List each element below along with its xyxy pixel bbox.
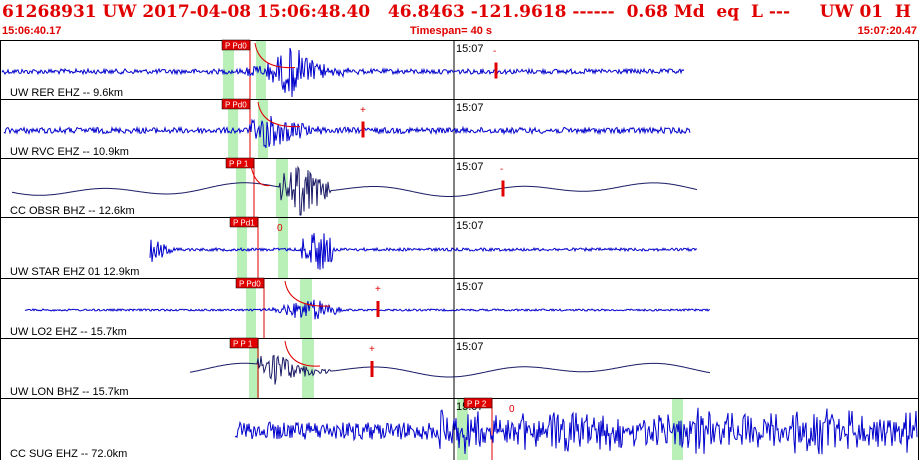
minute-label: 15:07 xyxy=(456,102,484,114)
coda-curve xyxy=(284,340,321,367)
waveform xyxy=(11,165,698,216)
marker-symbol: 0 xyxy=(509,404,515,415)
pick-label-box xyxy=(225,157,255,169)
time-window-1 xyxy=(236,158,246,217)
minute-label: 15:07 xyxy=(456,281,484,293)
time-window-2 xyxy=(300,278,312,338)
trace-panel-5: 15:07 P Pd0 + UW LO2 EHZ -- 15.7km xyxy=(0,277,919,339)
coda-curve xyxy=(249,160,271,187)
pick-label: P Pd0 xyxy=(225,42,247,51)
time-window-2 xyxy=(302,338,314,398)
pick-label: P Pd0 xyxy=(239,280,261,289)
time-window-2 xyxy=(276,158,288,217)
marker-symbol: + xyxy=(360,105,366,116)
coda-curve xyxy=(257,101,301,128)
waveform xyxy=(189,354,711,385)
coda-curve xyxy=(284,280,331,307)
station-label: CC SUG EHZ -- 72.0km xyxy=(10,448,127,460)
waveform xyxy=(3,115,691,149)
trace-panel-4: 15:07 P Pd1 0 UW STAR EHZ 01 12.9km xyxy=(0,216,919,279)
trace-panel-3: 15:07 P P 1 - CC OBSR BHZ -- 12.6km xyxy=(0,157,919,218)
time-window-1 xyxy=(237,217,247,278)
pick-label-box xyxy=(463,397,493,409)
station-label: UW RVC EHZ -- 10.9km xyxy=(10,146,129,158)
marker-symbol: 0 xyxy=(277,223,283,234)
trace-panel-2: 15:07 P Pd0 + UW RVC EHZ -- 10.9km xyxy=(0,98,919,159)
amplitude-marker xyxy=(501,180,505,197)
marker-symbol: + xyxy=(369,344,375,355)
marker-symbol: - xyxy=(500,164,503,175)
pick-label: P P 2 xyxy=(467,400,487,409)
pick-label: P Pd0 xyxy=(225,101,247,110)
waveform xyxy=(24,299,710,320)
amplitude-marker xyxy=(494,62,498,79)
pick-label-box xyxy=(235,277,265,289)
timespan-label: Timespan= 40 s xyxy=(410,25,493,37)
trace-panel-6: 15:07 P P 1 + UW LON BHZ -- 15.7km xyxy=(0,337,919,399)
waveform xyxy=(234,407,918,455)
station-label: CC OBSR BHZ -- 12.6km xyxy=(10,205,135,217)
amplitude-marker xyxy=(376,301,380,317)
minute-label: 15:07 xyxy=(456,43,484,55)
pick-label-box xyxy=(229,337,259,349)
trace-panel-1: 15:07 P Pd0 - UW RER EHZ -- 9.6km xyxy=(0,39,919,100)
waveform xyxy=(1,47,685,98)
amplitude-marker xyxy=(370,361,374,377)
window-start-time: 15:06:40.17 xyxy=(2,25,62,37)
time-window-1 xyxy=(223,40,234,99)
pick-label-box xyxy=(221,98,251,110)
event-summary-line: 61268931 UW 2017-04-08 15:06:48.40 46.84… xyxy=(2,2,911,22)
minute-label: 15:07 xyxy=(456,220,484,232)
time-window-1 xyxy=(246,278,256,338)
minute-label: 15:07 xyxy=(456,341,484,353)
pick-label: P P 1 xyxy=(233,340,253,349)
station-label: UW LO2 EHZ -- 15.7km xyxy=(10,326,127,338)
marker-symbol: - xyxy=(493,46,496,57)
station-label: UW STAR EHZ 01 12.9km xyxy=(10,266,139,278)
amplitude-marker xyxy=(361,121,365,138)
time-window-2 xyxy=(278,217,288,278)
waveform xyxy=(149,233,698,270)
coda-curve xyxy=(254,42,296,69)
station-label: UW RER EHZ -- 9.6km xyxy=(10,87,123,99)
pick-label: P P 1 xyxy=(229,160,249,169)
pick-label-box xyxy=(221,39,251,51)
station-label: UW LON BHZ -- 15.7km xyxy=(10,386,129,398)
minute-label: 15:07 xyxy=(456,161,484,173)
time-window-1 xyxy=(249,338,259,398)
pick-label: P Pd1 xyxy=(233,219,255,228)
pick-label-box xyxy=(229,216,259,228)
window-end-time: 15:07:20.47 xyxy=(857,25,917,37)
marker-symbol: + xyxy=(375,284,381,295)
